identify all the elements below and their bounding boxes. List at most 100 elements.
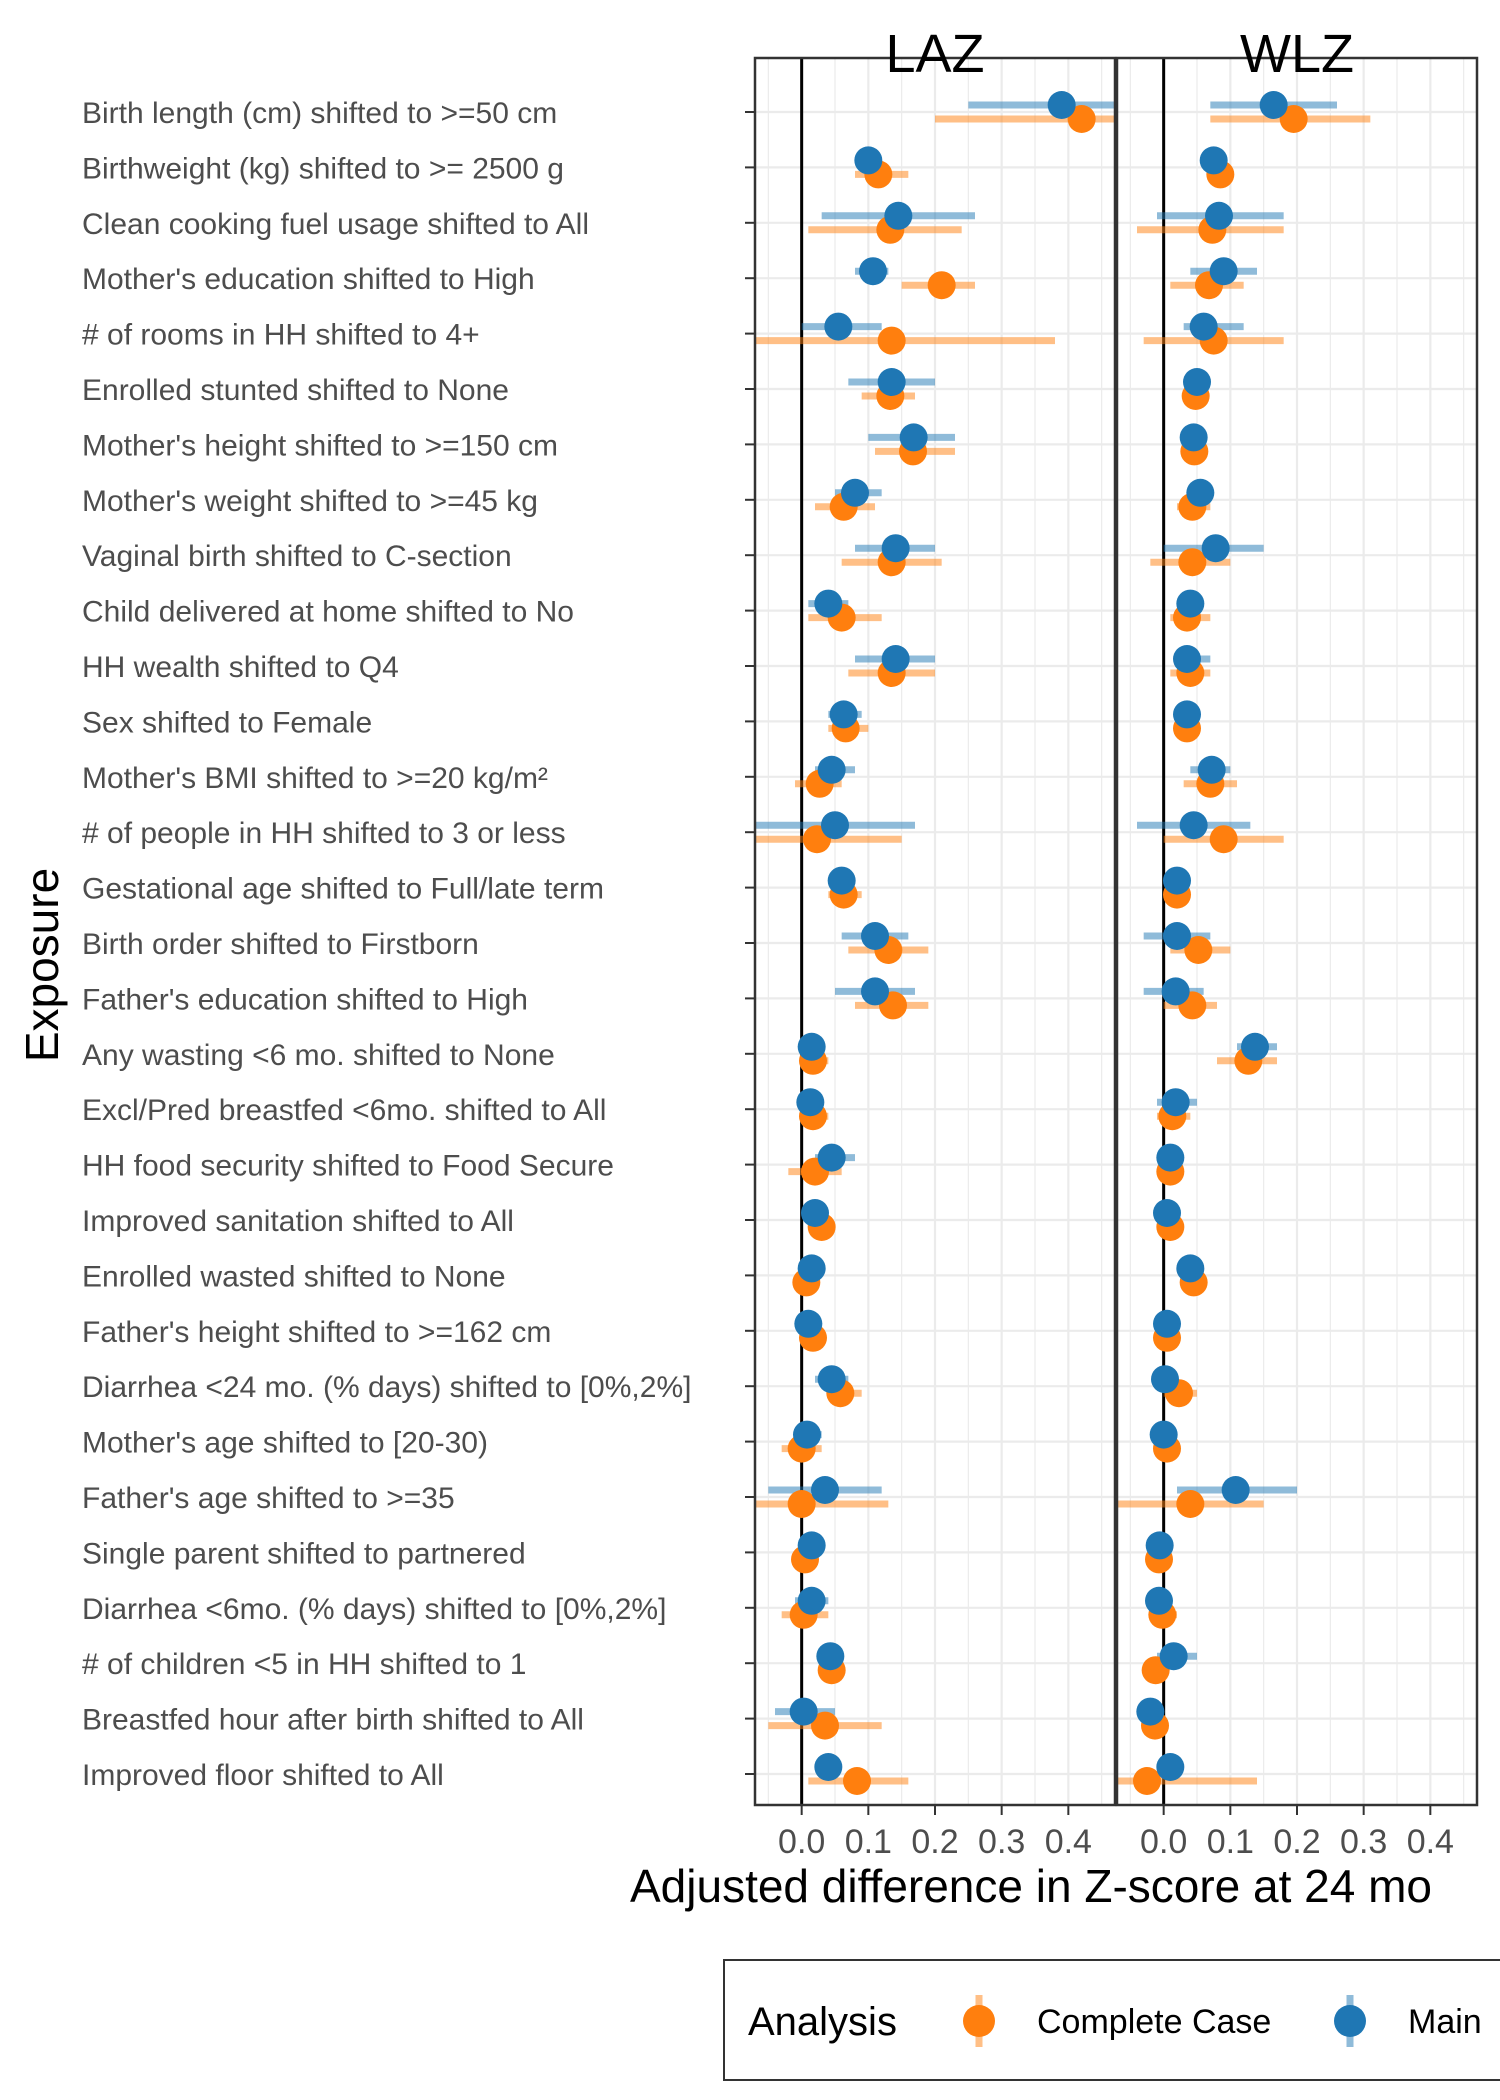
exposure-labels: Birth length (cm) shifted to >=50 cm Birt… xyxy=(82,97,755,1792)
x-tick-label: 0.3 xyxy=(1340,1823,1387,1861)
point-main xyxy=(1179,811,1208,840)
legend-box xyxy=(723,1959,1500,2081)
exposure-label: Breastfed hour after birth shifted to Al… xyxy=(82,1704,584,1737)
point-main xyxy=(817,755,846,784)
point-main xyxy=(1145,1586,1173,1615)
panel-title: LAZ xyxy=(885,24,984,84)
x-tick-label: 0.4 xyxy=(1407,1823,1454,1861)
exposure-label: Mother's BMI shifted to >=20 kg/m² xyxy=(82,762,548,795)
point-main xyxy=(793,1420,821,1449)
point-main xyxy=(1186,478,1215,507)
point-main xyxy=(1047,91,1076,119)
point-main xyxy=(1136,1697,1165,1726)
exposure-label: Vaginal birth shifted to C-section xyxy=(82,540,512,573)
point-main xyxy=(829,700,858,729)
point-main xyxy=(1159,1642,1188,1671)
exposure-label: Clean cooking fuel usage shifted to All xyxy=(82,208,589,241)
point-main xyxy=(817,1143,846,1172)
panel-laz: LAZ 0.0 0.1 0.2 0.3 0.4 xyxy=(753,24,1117,1861)
point-main xyxy=(884,201,913,230)
exposure-label: Improved floor shifted to All xyxy=(82,1759,444,1792)
point-complete-case xyxy=(1176,1490,1205,1518)
point-main xyxy=(1156,1143,1185,1172)
exposure-label: Mother's age shifted to [20-30) xyxy=(82,1427,488,1460)
point-main xyxy=(1176,589,1205,618)
point-main xyxy=(1153,1199,1181,1227)
point-complete-case xyxy=(811,1711,839,1740)
legend-key-point xyxy=(1334,2005,1366,2037)
point-complete-case xyxy=(1209,825,1238,854)
point-main xyxy=(1259,91,1288,119)
point-main xyxy=(797,1032,826,1061)
exposure-label: HH food security shifted to Food Secure xyxy=(82,1150,614,1183)
exposure-label: Enrolled stunted shifted to None xyxy=(82,374,509,407)
exposure-label: Birth length (cm) shifted to >=50 cm xyxy=(82,97,557,130)
exposure-label: Excl/Pred breastfed <6mo. shifted to All xyxy=(82,1094,606,1127)
point-main xyxy=(877,368,906,396)
exposure-label: Birth order shifted to Firstborn xyxy=(82,928,479,961)
point-complete-case xyxy=(1279,105,1308,133)
point-main xyxy=(1201,534,1230,563)
exposure-label: Single parent shifted to partnered xyxy=(82,1537,526,1570)
point-main xyxy=(1145,1531,1174,1560)
x-tick-label: 0.2 xyxy=(1273,1823,1320,1861)
point-main xyxy=(814,1753,843,1781)
point-main xyxy=(817,1365,846,1394)
exposure-label: Improved sanitation shifted to All xyxy=(82,1205,514,1238)
x-tick-label: 0.0 xyxy=(778,1823,825,1861)
point-main xyxy=(1161,1088,1190,1117)
exposure-label: HH wealth shifted to Q4 xyxy=(82,651,399,684)
exposure-label: Mother's height shifted to >=150 cm xyxy=(82,429,558,462)
point-main xyxy=(797,1531,826,1560)
point-main xyxy=(816,1642,845,1671)
point-main xyxy=(1156,1753,1185,1781)
point-main xyxy=(1153,1309,1181,1338)
point-complete-case xyxy=(787,1490,816,1518)
point-main xyxy=(841,478,869,507)
exposure-label: Father's age shifted to >=35 xyxy=(82,1482,455,1515)
point-main xyxy=(881,534,910,563)
point-main xyxy=(1163,922,1191,950)
point-main xyxy=(814,589,843,618)
point-main xyxy=(1241,1032,1269,1061)
point-main xyxy=(1189,312,1218,341)
panel-wlz: WLZ 0.0 0.1 0.2 0.3 0.4 xyxy=(1115,24,1479,1861)
point-main xyxy=(796,1088,825,1117)
exposure-label: Child delivered at home shifted to No xyxy=(82,596,574,629)
point-main xyxy=(899,423,928,452)
point-main xyxy=(797,1586,826,1615)
point-main xyxy=(1176,1254,1205,1283)
point-main xyxy=(861,977,889,1006)
point-main xyxy=(1209,257,1238,286)
exposure-label: Mother's weight shifted to >=45 kg xyxy=(82,485,538,518)
exposure-label: Sex shifted to Female xyxy=(82,706,372,739)
exposure-label: Father's height shifted to >=162 cm xyxy=(82,1316,551,1349)
point-complete-case xyxy=(1178,548,1207,577)
point-main xyxy=(1161,977,1190,1006)
point-main xyxy=(1149,1420,1178,1449)
point-complete-case xyxy=(1184,936,1213,964)
exposure-label: Diarrhea <24 mo. (% days) shifted to [0%… xyxy=(82,1371,691,1404)
legend-label: Complete Case xyxy=(1037,2003,1271,2041)
exposure-label: Any wasting <6 mo. shifted to None xyxy=(82,1039,555,1072)
point-main xyxy=(1183,368,1211,396)
x-tick-label: 0.3 xyxy=(978,1823,1025,1861)
exposure-label: # of rooms in HH shifted to 4+ xyxy=(82,319,480,352)
x-tick-label: 0.1 xyxy=(845,1823,892,1861)
point-main xyxy=(1151,1365,1179,1394)
point-main xyxy=(1163,866,1191,895)
point-main xyxy=(1205,201,1233,230)
point-main xyxy=(881,645,910,673)
point-main xyxy=(794,1309,823,1338)
panel-title: WLZ xyxy=(1240,24,1354,84)
point-main xyxy=(1197,755,1226,784)
point-complete-case xyxy=(927,271,956,300)
point-complete-case xyxy=(843,1767,871,1795)
legend-title: Analysis xyxy=(748,2000,897,2044)
point-main xyxy=(789,1697,818,1726)
point-main xyxy=(861,922,889,950)
point-main xyxy=(811,1476,839,1504)
x-tick-label: 0.0 xyxy=(1140,1823,1187,1861)
y-axis-title: Exposure xyxy=(16,868,68,1062)
